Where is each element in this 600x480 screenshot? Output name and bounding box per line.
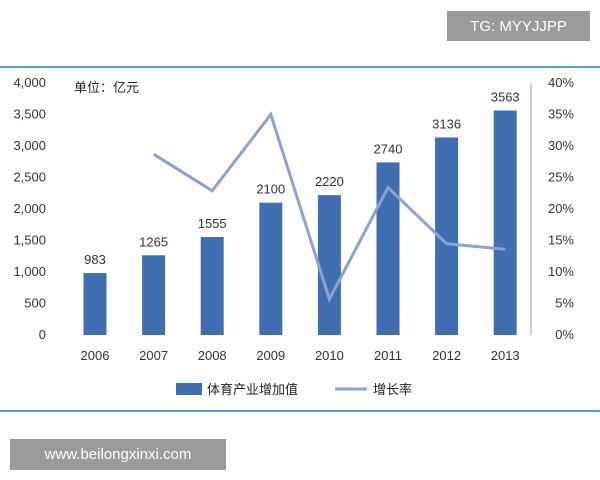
bar-value-label: 3136 [432,116,461,131]
bar-value-label: 2740 [374,141,403,156]
y-right-tick-label: 40% [548,75,574,90]
y-right-tick-label: 20% [548,201,574,216]
y-left-tick-label: 2,000 [13,201,46,216]
x-tick-label: 2012 [432,348,461,363]
watermark-top: TG: MYYJJPP [447,11,590,41]
left-axis-ticks: 0 500 1,000 1,500 2,000 2,500 3,000 3,500 4,000 [13,75,46,342]
y-left-tick-label: 4,000 [13,75,46,90]
bar-value-label: 983 [84,252,106,267]
legend-bar-label: 体育产业增加值 [207,382,298,398]
bar-value-label: 1555 [198,216,227,231]
y-right-tick-label: 25% [548,170,574,185]
x-tick-label: 2008 [198,348,227,363]
y-right-tick-label: 30% [548,138,574,153]
watermark-bottom: www.beilongxinxi.com [10,439,226,470]
x-tick-labels-group: 2006 2007 2008 2009 2010 2011 2012 2013 [81,348,520,363]
legend: 体育产业增加值 增长率 [176,382,412,398]
bar-labels-group: 983 1265 1555 2100 2220 2740 3136 3563 [84,90,520,268]
legend-bar-swatch [176,383,202,395]
x-tick-label: 2007 [139,348,168,363]
bar [435,137,459,335]
y-left-tick-label: 500 [24,296,46,311]
x-tick-label: 2010 [315,348,344,363]
unit-label: 单位：亿元 [74,81,139,96]
growth-line-group [152,111,506,303]
bar-value-label: 2100 [256,182,285,197]
y-left-tick-label: 1,000 [13,264,46,279]
y-left-tick-label: 0 [39,327,46,342]
right-axis-ticks: 0% 5% 10% 15% 20% 25% 30% 35% 40% [548,75,574,342]
x-tick-label: 2006 [81,348,110,363]
bar-value-label: 3563 [491,90,520,105]
x-tick-label: 2013 [491,348,520,363]
bar [259,202,283,335]
bar [200,237,224,335]
y-left-tick-label: 2,500 [13,170,46,185]
bar [376,162,400,335]
y-right-tick-label: 10% [548,264,574,279]
legend-line-label: 增长率 [373,382,412,398]
bar-value-label: 2220 [315,174,344,189]
y-left-tick-label: 1,500 [13,233,46,248]
bars-group [83,110,517,335]
bar [317,195,341,335]
bar [83,273,107,335]
bar [142,255,166,335]
y-right-tick-label: 0% [555,327,574,342]
x-tick-label: 2009 [256,348,285,363]
y-left-tick-label: 3,500 [13,107,46,122]
bar-value-label: 1265 [139,234,168,249]
bar [493,110,517,335]
y-left-tick-label: 3,000 [13,138,46,153]
y-right-tick-label: 5% [555,296,574,311]
x-tick-label: 2011 [374,348,402,363]
y-right-tick-label: 15% [548,233,574,248]
y-right-tick-label: 35% [548,107,574,122]
growth-rate-line [152,111,506,303]
